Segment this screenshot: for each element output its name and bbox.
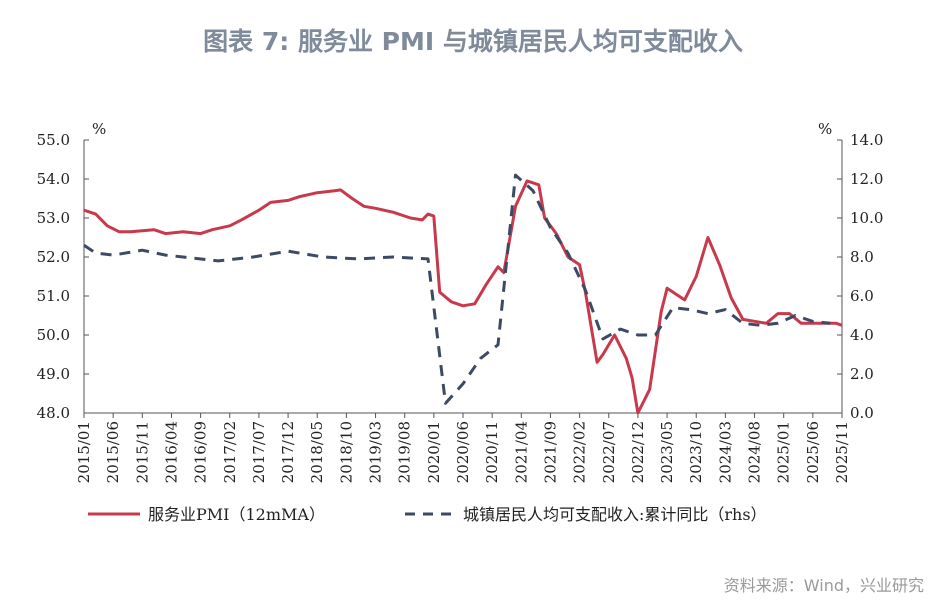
x-tick-label: 2020/06 xyxy=(454,421,472,483)
legend-pmi-label: 服务业PMI（12mMA） xyxy=(148,505,325,524)
x-tick-label: 2018/05 xyxy=(308,421,326,483)
right-tick-label: 0.0 xyxy=(850,404,874,422)
right-tick-label: 14.0 xyxy=(850,131,883,149)
left-axis-unit: % xyxy=(92,120,106,138)
x-tick-label: 2015/11 xyxy=(133,421,151,483)
left-tick-label: 48.0 xyxy=(37,404,70,422)
left-tick-label: 55.0 xyxy=(37,131,70,149)
x-tick-label: 2022/12 xyxy=(629,421,647,483)
pmi-series-line xyxy=(83,179,843,415)
right-tick-label: 12.0 xyxy=(850,170,883,188)
x-tick-label: 2021/04 xyxy=(512,421,530,483)
x-tick-label: 2019/03 xyxy=(367,421,385,483)
x-tick-label: 2021/09 xyxy=(541,421,559,483)
x-tick-label: 2024/03 xyxy=(716,421,734,483)
x-tick-label: 2023/05 xyxy=(658,421,676,483)
x-tick-label: 2023/10 xyxy=(687,421,705,483)
x-tick-label: 2015/01 xyxy=(75,421,93,483)
right-axis-unit: % xyxy=(818,120,832,138)
x-tick-label: 2018/10 xyxy=(337,421,355,483)
x-tick-label: 2017/02 xyxy=(221,421,239,483)
left-tick-label: 49.0 xyxy=(37,365,70,383)
right-tick-label: 6.0 xyxy=(850,287,874,305)
x-tick-label: 2025/11 xyxy=(833,421,851,483)
left-tick-label: 51.0 xyxy=(37,287,70,305)
x-tick-label: 2017/12 xyxy=(279,421,297,483)
right-tick-label: 8.0 xyxy=(850,248,874,266)
x-tick-label: 2016/09 xyxy=(192,421,210,483)
x-tick-label: 2025/06 xyxy=(804,421,822,483)
x-tick-label: 2016/04 xyxy=(162,421,180,483)
left-tick-label: 54.0 xyxy=(37,170,70,188)
x-tick-label: 2024/08 xyxy=(746,421,764,483)
x-tick-label: 2022/02 xyxy=(571,421,589,483)
x-tick-label: 2020/11 xyxy=(483,421,501,483)
x-tick-label: 2025/01 xyxy=(775,421,793,483)
left-tick-label: 53.0 xyxy=(37,209,70,227)
x-tick-label: 2020/01 xyxy=(425,421,443,483)
x-tick-label: 2022/07 xyxy=(600,421,618,483)
x-tick-label: 2019/08 xyxy=(396,421,414,483)
chart-title: 图表 7: 服务业 PMI 与城镇居民人均可支配收入 xyxy=(203,27,743,56)
right-tick-label: 2.0 xyxy=(850,365,874,383)
right-tick-label: 10.0 xyxy=(850,209,883,227)
left-tick-label: 52.0 xyxy=(37,248,70,266)
source-note: 资料来源：Wind，兴业研究 xyxy=(723,576,924,595)
x-tick-label: 2015/06 xyxy=(104,421,122,483)
income-series-line xyxy=(83,173,831,405)
x-tick-label: 2017/07 xyxy=(250,421,268,483)
left-tick-label: 50.0 xyxy=(37,326,70,344)
legend-income-label: 城镇居民人均可支配收入:累计同比（rhs） xyxy=(463,505,767,524)
right-tick-label: 4.0 xyxy=(850,326,874,344)
